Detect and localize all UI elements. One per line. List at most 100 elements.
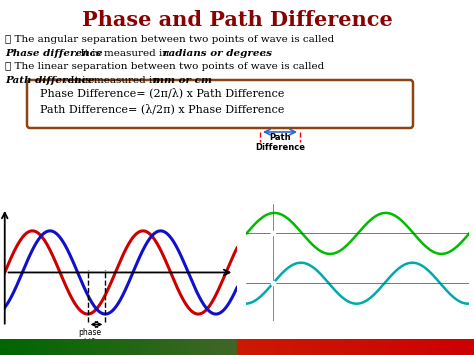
Bar (223, 339, 228, 355)
Bar (284, 339, 289, 355)
Bar (161, 339, 166, 355)
Bar (171, 339, 175, 355)
Bar (389, 339, 393, 355)
Bar (14, 339, 19, 355)
Bar (337, 339, 341, 355)
Bar (303, 339, 308, 355)
Bar (19, 339, 24, 355)
Bar (137, 339, 142, 355)
Bar (280, 339, 284, 355)
Text: Path difference: Path difference (5, 76, 95, 85)
Bar (365, 339, 370, 355)
Bar (441, 339, 446, 355)
Bar (142, 339, 147, 355)
Bar (218, 339, 223, 355)
Bar (469, 339, 474, 355)
Bar (408, 339, 412, 355)
Bar (318, 339, 322, 355)
Bar (265, 339, 270, 355)
Bar (24, 339, 28, 355)
Bar (180, 339, 185, 355)
Bar (346, 339, 351, 355)
Text: .: . (200, 76, 203, 85)
Bar (71, 339, 76, 355)
Bar (128, 339, 133, 355)
Bar (118, 339, 123, 355)
Bar (166, 339, 171, 355)
Bar (403, 339, 408, 355)
Text: phase
shift: phase shift (78, 328, 101, 347)
Bar (237, 339, 242, 355)
Text: mm or cm: mm or cm (153, 76, 212, 85)
Bar (109, 339, 114, 355)
Bar (232, 339, 237, 355)
Bar (436, 339, 441, 355)
Bar (465, 339, 469, 355)
Bar (460, 339, 465, 355)
Text: . It is measured in: . It is measured in (74, 49, 172, 58)
Bar (114, 339, 118, 355)
Bar (175, 339, 180, 355)
Bar (199, 339, 204, 355)
Bar (38, 339, 43, 355)
Bar (431, 339, 436, 355)
Bar (100, 339, 104, 355)
Bar (104, 339, 109, 355)
Text: Path
Difference: Path Difference (255, 133, 305, 152)
Bar (242, 339, 246, 355)
Text: ❖ The angular separation between two points of wave is called: ❖ The angular separation between two poi… (5, 35, 334, 44)
Bar (351, 339, 356, 355)
Bar (384, 339, 389, 355)
Bar (228, 339, 232, 355)
Bar (322, 339, 327, 355)
Bar (66, 339, 71, 355)
Bar (76, 339, 81, 355)
Bar (156, 339, 161, 355)
Bar (190, 339, 194, 355)
Bar (43, 339, 47, 355)
Bar (393, 339, 398, 355)
Bar (28, 339, 33, 355)
Bar (370, 339, 374, 355)
Bar (123, 339, 128, 355)
Bar (398, 339, 403, 355)
Text: . It is measured in: . It is measured in (64, 76, 162, 85)
Text: Phase difference: Phase difference (5, 49, 103, 58)
Bar (5, 339, 9, 355)
Bar (213, 339, 218, 355)
FancyBboxPatch shape (27, 80, 413, 128)
Bar (209, 339, 213, 355)
Bar (256, 339, 261, 355)
Bar (85, 339, 90, 355)
Bar (308, 339, 313, 355)
Bar (95, 339, 100, 355)
Bar (52, 339, 57, 355)
Bar (185, 339, 190, 355)
Bar (9, 339, 14, 355)
Bar (417, 339, 422, 355)
Text: Path Difference= (λ/2π) x Phase Difference: Path Difference= (λ/2π) x Phase Differen… (40, 103, 284, 114)
Bar (299, 339, 303, 355)
Bar (412, 339, 417, 355)
Text: ❖ The linear separation between two points of wave is called: ❖ The linear separation between two poin… (5, 62, 324, 71)
Bar (360, 339, 365, 355)
Bar (0, 339, 5, 355)
Bar (446, 339, 450, 355)
Bar (427, 339, 431, 355)
Bar (47, 339, 52, 355)
Text: Phase Difference= (2π/λ) x Path Difference: Phase Difference= (2π/λ) x Path Differen… (40, 87, 284, 98)
Bar (422, 339, 427, 355)
Text: radians or degrees: radians or degrees (163, 49, 272, 58)
Bar (152, 339, 156, 355)
Bar (294, 339, 299, 355)
Text: .: . (262, 49, 265, 58)
Bar (450, 339, 455, 355)
Bar (133, 339, 137, 355)
Bar (341, 339, 346, 355)
Bar (90, 339, 95, 355)
Bar (81, 339, 85, 355)
Bar (313, 339, 318, 355)
Bar (62, 339, 66, 355)
Bar (332, 339, 337, 355)
Bar (379, 339, 384, 355)
